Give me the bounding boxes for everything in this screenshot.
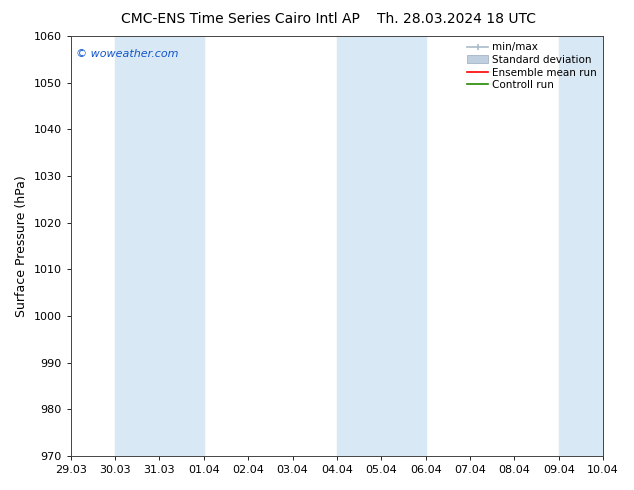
Bar [559, 36, 634, 456]
Text: CMC-ENS Time Series Cairo Intl AP: CMC-ENS Time Series Cairo Intl AP [122, 12, 360, 26]
Bar [337, 36, 425, 456]
Bar [115, 36, 204, 456]
Y-axis label: Surface Pressure (hPa): Surface Pressure (hPa) [15, 175, 28, 317]
Legend: min/max, Standard deviation, Ensemble mean run, Controll run: min/max, Standard deviation, Ensemble me… [463, 38, 601, 95]
Text: © woweather.com: © woweather.com [76, 49, 179, 59]
Text: Th. 28.03.2024 18 UTC: Th. 28.03.2024 18 UTC [377, 12, 536, 26]
